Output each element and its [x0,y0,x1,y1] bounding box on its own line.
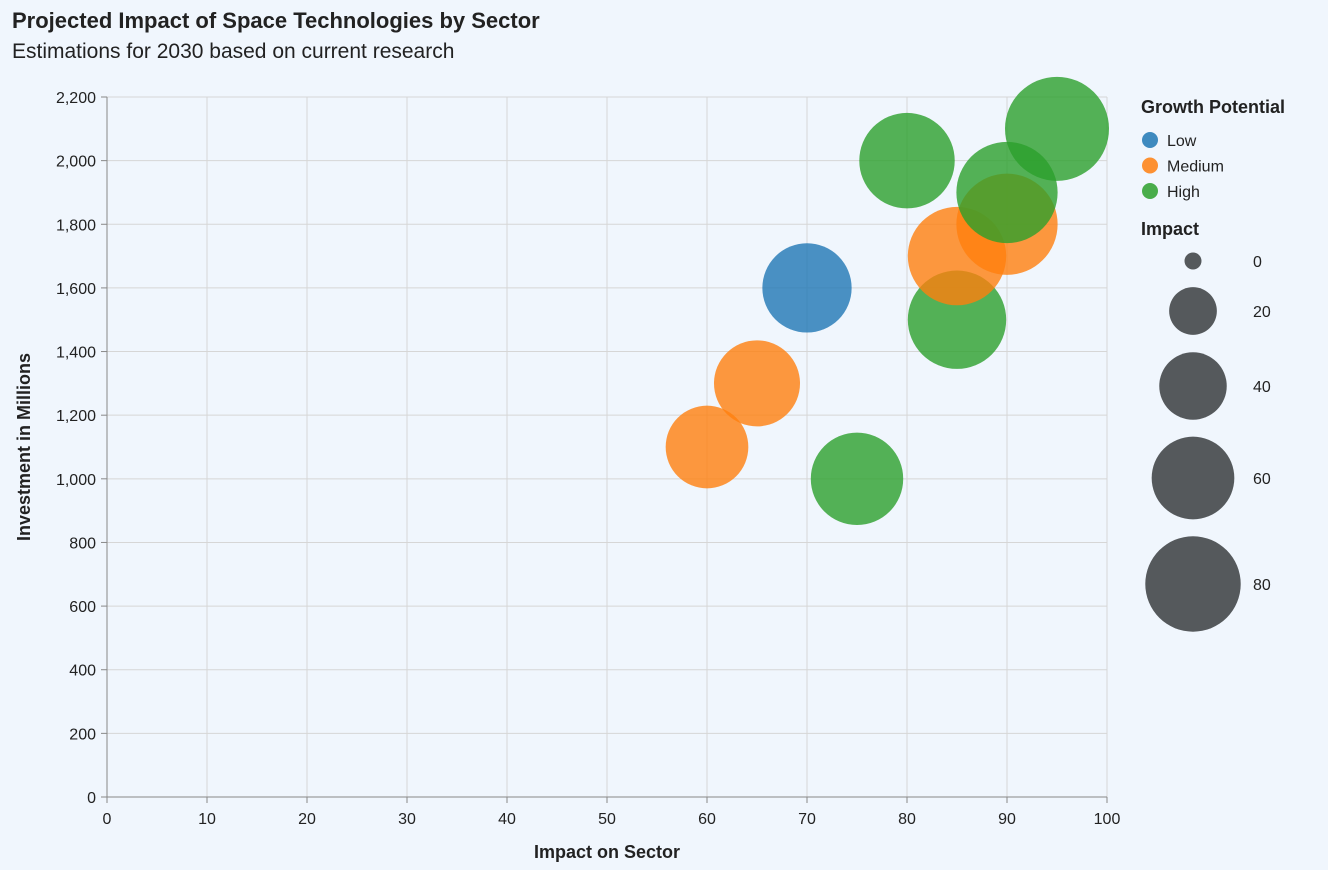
y-tick-label: 1,200 [56,408,96,425]
legend-size-swatch [1184,252,1202,270]
bubble-point [810,432,904,526]
legend-color-swatch [1142,183,1158,199]
x-tick-label: 100 [1094,811,1121,828]
x-tick-label: 50 [598,811,616,828]
legend-size-label: 60 [1253,471,1271,488]
legend-size-swatch [1145,536,1241,632]
bubble-point [859,112,955,209]
legend-size-label: 80 [1253,577,1271,594]
chart-title: Projected Impact of Space Technologies b… [12,8,540,33]
y-tick-label: 600 [69,599,96,616]
legend-color-label: Medium [1167,159,1224,176]
y-tick-label: 200 [69,726,96,743]
legend-size-label: 20 [1253,304,1271,321]
legend-color-title: Growth Potential [1141,97,1285,117]
bubble-point [713,340,801,427]
bubble-point [1005,76,1109,181]
legend-size-label: 40 [1253,379,1271,396]
legend-size-swatch [1159,352,1227,420]
x-tick-label: 40 [498,811,516,828]
y-tick-label: 0 [87,790,96,807]
legend-color-label: Low [1167,133,1197,150]
legend: Growth Potential Low Medium High Impact 0 20 40… [1141,97,1285,632]
legend-size-title: Impact [1141,219,1199,239]
x-tick-label: 80 [898,811,916,828]
legend-color-swatch [1142,157,1158,174]
legend-size-swatch [1151,436,1235,520]
bubble-marks [665,76,1109,526]
bubble-point [762,243,852,333]
x-tick-label: 10 [198,811,216,828]
x-tick-label: 20 [298,811,316,828]
y-tick-label: 1,800 [56,217,96,234]
x-axis-title: Impact on Sector [534,842,680,862]
chart-subtitle: Estimations for 2030 based on current re… [12,40,455,63]
x-tick-label: 0 [103,811,112,828]
y-tick-label: 2,200 [56,90,96,107]
y-tick-label: 1,000 [56,472,96,489]
legend-size-label: 0 [1253,254,1262,271]
legend-size-swatch [1169,287,1217,335]
legend-color-label: High [1167,184,1200,201]
y-tick-label: 400 [69,663,96,680]
y-axis-title: Investment in Millions [14,353,34,541]
grid [106,96,1108,798]
y-tick-label: 800 [69,535,96,552]
x-tick-label: 70 [798,811,816,828]
y-tick-label: 2,000 [56,154,96,171]
legend-color-swatch [1142,132,1158,148]
axes: 0 10 20 30 40 50 60 70 80 90 100 0 200 400 600 800 1,000… [14,90,1120,862]
x-tick-label: 30 [398,811,416,828]
x-tick-label: 90 [998,811,1016,828]
y-tick-label: 1,400 [56,345,96,362]
x-tick-label: 60 [698,811,716,828]
y-tick-label: 1,600 [56,281,96,298]
bubble-point [665,405,749,489]
